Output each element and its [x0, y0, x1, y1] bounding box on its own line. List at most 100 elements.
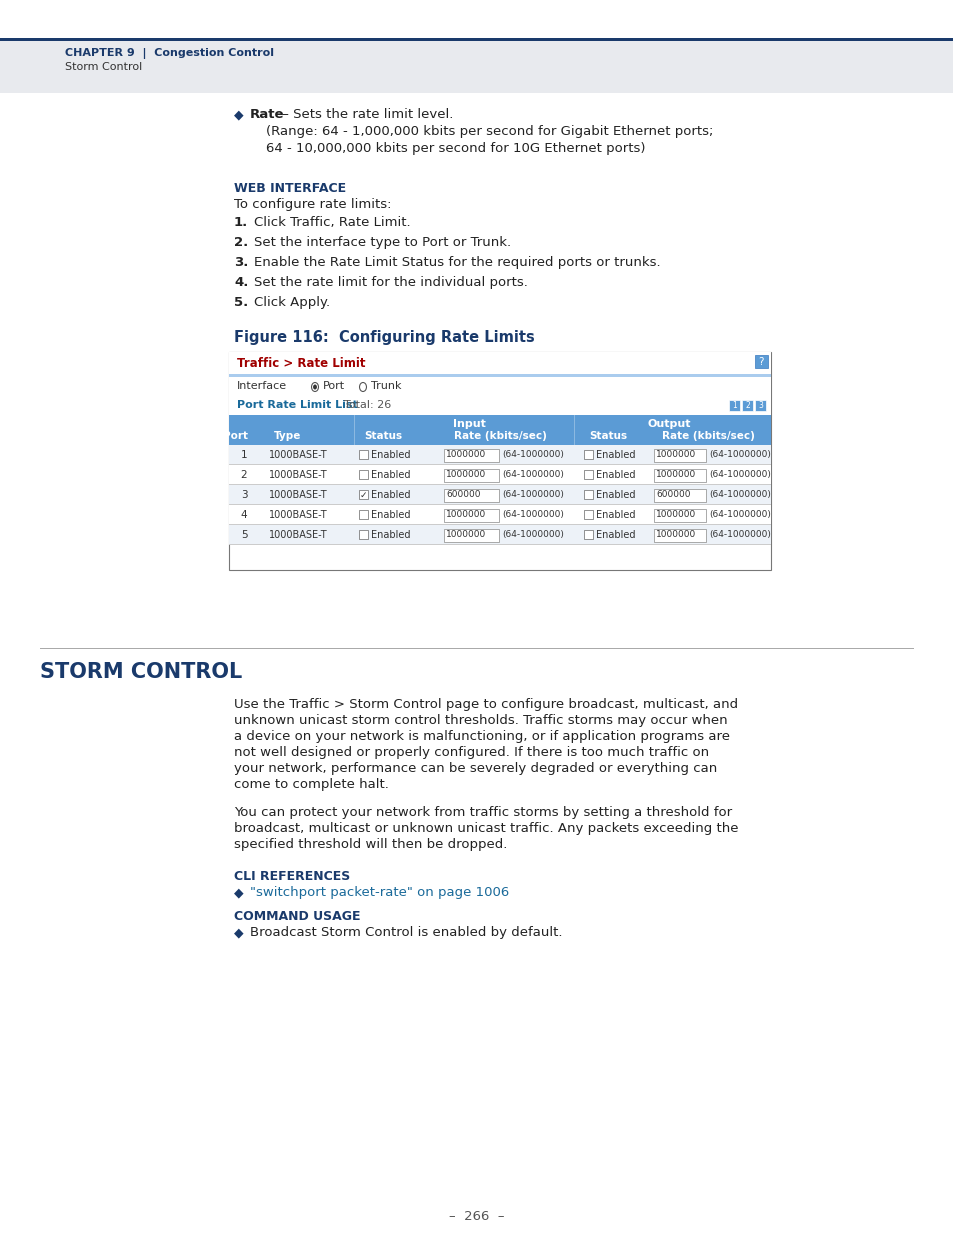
- Text: Enabled: Enabled: [596, 450, 635, 459]
- Text: Broadcast Storm Control is enabled by default.: Broadcast Storm Control is enabled by de…: [250, 926, 562, 939]
- Bar: [654, 529, 705, 542]
- Text: Enabled: Enabled: [371, 510, 410, 520]
- Text: specified threshold will then be dropped.: specified threshold will then be dropped…: [233, 839, 507, 851]
- Text: ✓: ✓: [359, 492, 367, 500]
- Text: (64-1000000): (64-1000000): [501, 450, 563, 459]
- Bar: [229, 352, 770, 571]
- Text: Total: 26: Total: 26: [344, 400, 391, 410]
- Text: (64-1000000): (64-1000000): [708, 471, 770, 479]
- Text: Enabled: Enabled: [371, 450, 410, 459]
- Text: (64-1000000): (64-1000000): [708, 510, 770, 519]
- Bar: [354, 415, 355, 445]
- Bar: [229, 396, 770, 415]
- Text: (64-1000000): (64-1000000): [708, 490, 770, 499]
- Text: Enabled: Enabled: [596, 510, 635, 520]
- Text: 1000000: 1000000: [656, 510, 696, 519]
- Text: your network, performance can be severely degraded or everything can: your network, performance can be severel…: [233, 762, 717, 776]
- Text: 1000BASE-T: 1000BASE-T: [269, 530, 327, 540]
- Text: CHAPTER 9  |  Congestion Control: CHAPTER 9 | Congestion Control: [65, 48, 274, 59]
- Text: ◆: ◆: [233, 926, 243, 939]
- Text: Status: Status: [364, 431, 402, 441]
- Text: 5: 5: [240, 530, 247, 540]
- Bar: [574, 415, 575, 445]
- Bar: [229, 525, 770, 545]
- Bar: [754, 354, 767, 368]
- Text: 1000000: 1000000: [446, 510, 486, 519]
- Text: 1000000: 1000000: [656, 471, 696, 479]
- Text: 1.: 1.: [233, 216, 248, 228]
- Bar: [754, 400, 765, 411]
- Bar: [229, 374, 770, 377]
- Text: 1000BASE-T: 1000BASE-T: [269, 490, 327, 500]
- Text: COMMAND USAGE: COMMAND USAGE: [233, 910, 360, 923]
- Text: Enabled: Enabled: [596, 530, 635, 540]
- Bar: [583, 490, 593, 499]
- Text: Port: Port: [223, 431, 248, 441]
- Text: Storm Control: Storm Control: [65, 62, 142, 72]
- Bar: [229, 352, 770, 374]
- Text: 4.: 4.: [233, 275, 248, 289]
- Bar: [654, 489, 705, 501]
- Text: Click Traffic, Rate Limit.: Click Traffic, Rate Limit.: [253, 216, 410, 228]
- Text: – Sets the rate limit level.: – Sets the rate limit level.: [277, 107, 453, 121]
- Bar: [229, 485, 770, 505]
- Text: WEB INTERFACE: WEB INTERFACE: [233, 182, 346, 195]
- Bar: [229, 505, 770, 525]
- Text: 1000000: 1000000: [446, 530, 486, 538]
- Text: 1000000: 1000000: [446, 450, 486, 459]
- Text: 2: 2: [240, 471, 247, 480]
- Bar: [358, 471, 368, 479]
- Text: 4: 4: [240, 510, 247, 520]
- Text: not well designed or properly configured. If there is too much traffic on: not well designed or properly configured…: [233, 746, 708, 760]
- Text: 3.: 3.: [233, 256, 248, 269]
- Text: Port Rate Limit List: Port Rate Limit List: [236, 400, 357, 410]
- Text: 1000000: 1000000: [446, 471, 486, 479]
- Text: 1000000: 1000000: [656, 450, 696, 459]
- Text: Set the rate limit for the individual ports.: Set the rate limit for the individual po…: [253, 275, 527, 289]
- Text: You can protect your network from traffic storms by setting a threshold for: You can protect your network from traffi…: [233, 806, 731, 819]
- Bar: [654, 450, 705, 462]
- Bar: [741, 400, 752, 411]
- Text: To configure rate limits:: To configure rate limits:: [233, 198, 391, 211]
- Text: 600000: 600000: [446, 490, 480, 499]
- Bar: [229, 415, 770, 445]
- Text: Port: Port: [323, 382, 345, 391]
- Text: Rate: Rate: [250, 107, 284, 121]
- Text: 1000BASE-T: 1000BASE-T: [269, 450, 327, 459]
- Bar: [229, 445, 770, 466]
- Circle shape: [312, 383, 318, 391]
- Text: Figure 116:  Configuring Rate Limits: Figure 116: Configuring Rate Limits: [233, 330, 535, 345]
- Bar: [443, 450, 498, 462]
- Bar: [358, 450, 368, 459]
- Bar: [583, 510, 593, 519]
- Bar: [229, 466, 770, 485]
- Circle shape: [359, 383, 366, 391]
- Text: Set the interface type to Port or Trunk.: Set the interface type to Port or Trunk.: [253, 236, 511, 249]
- Text: a device on your network is malfunctioning, or if application programs are: a device on your network is malfunctioni…: [233, 730, 729, 743]
- Text: 600000: 600000: [656, 490, 690, 499]
- Text: Status: Status: [588, 431, 626, 441]
- Bar: [583, 530, 593, 538]
- Bar: [358, 530, 368, 538]
- Text: Interface: Interface: [236, 382, 287, 391]
- Bar: [583, 450, 593, 459]
- Text: Enabled: Enabled: [371, 530, 410, 540]
- Circle shape: [313, 384, 316, 389]
- Text: ◆: ◆: [233, 885, 243, 899]
- Text: Enabled: Enabled: [371, 471, 410, 480]
- Bar: [654, 509, 705, 522]
- Bar: [358, 490, 368, 499]
- Bar: [358, 510, 368, 519]
- Text: STORM CONTROL: STORM CONTROL: [40, 662, 242, 682]
- Text: 3: 3: [240, 490, 247, 500]
- Text: Rate (kbits/sec): Rate (kbits/sec): [454, 431, 546, 441]
- Text: 1000BASE-T: 1000BASE-T: [269, 510, 327, 520]
- Text: come to complete halt.: come to complete halt.: [233, 778, 389, 790]
- Text: (64-1000000): (64-1000000): [708, 530, 770, 538]
- Text: (64-1000000): (64-1000000): [501, 530, 563, 538]
- Text: ?: ?: [758, 357, 763, 367]
- Bar: [654, 469, 705, 482]
- Bar: [728, 400, 740, 411]
- Text: Rate (kbits/sec): Rate (kbits/sec): [661, 431, 754, 441]
- Bar: [443, 509, 498, 522]
